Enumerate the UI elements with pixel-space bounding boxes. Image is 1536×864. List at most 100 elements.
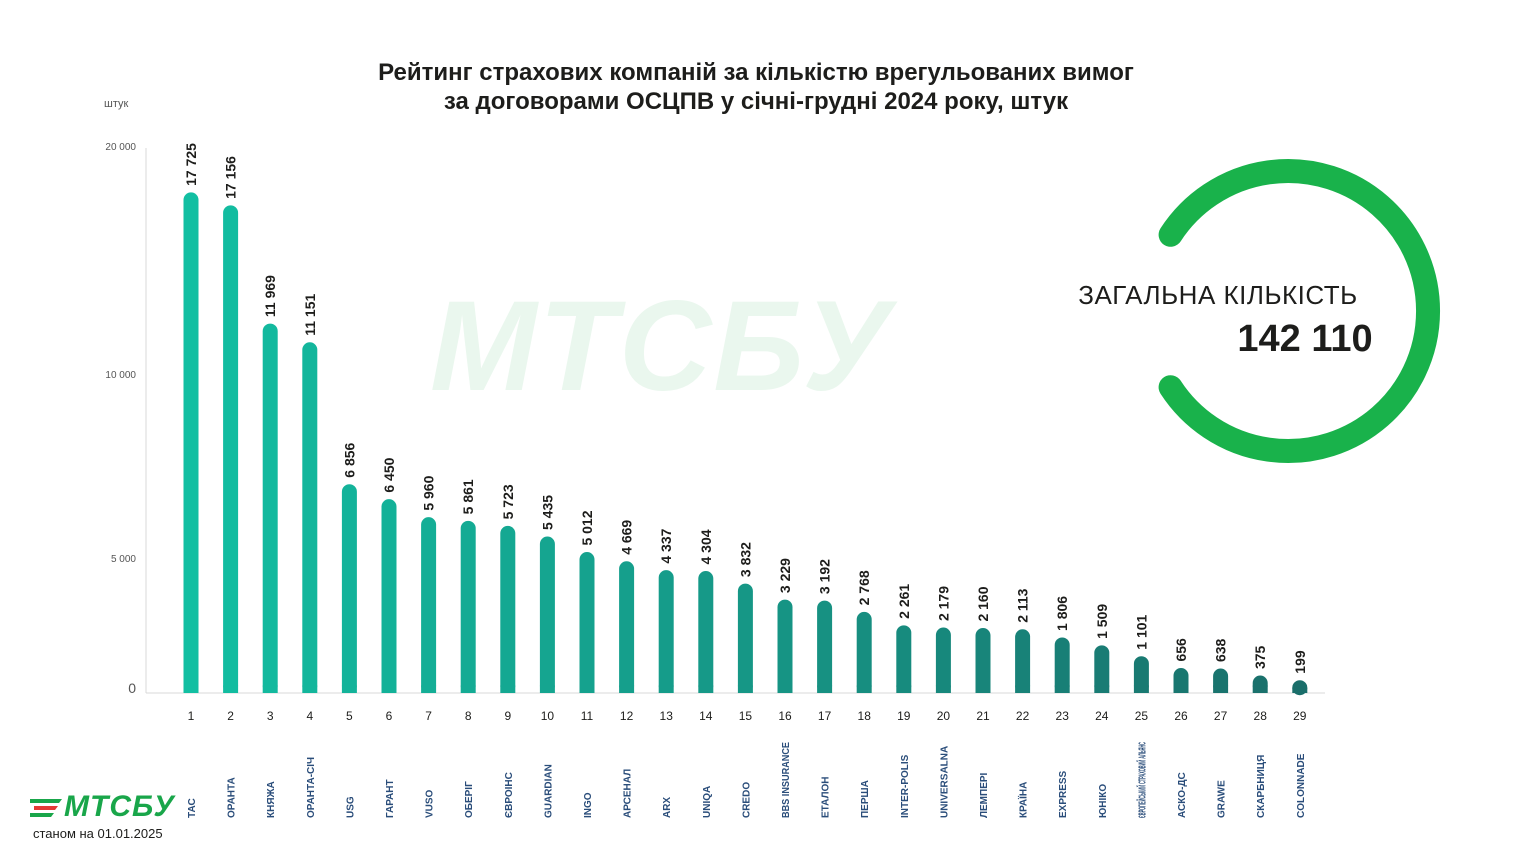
bar-value-label: 2 261 bbox=[896, 584, 912, 619]
rank-label: 23 bbox=[1056, 709, 1070, 723]
bar bbox=[500, 525, 516, 693]
company-name: ЄВРОПЕЙСЬКИЙ СТРАХОВИЙ АЛЬЯНС bbox=[1135, 742, 1148, 818]
y-axis-unit: штук bbox=[104, 98, 129, 110]
bar bbox=[817, 600, 833, 693]
rank-label: 21 bbox=[976, 709, 990, 723]
rank-label: 8 bbox=[465, 709, 472, 723]
bar-base bbox=[1173, 685, 1189, 693]
rank-label: 10 bbox=[541, 709, 555, 723]
y-tick-label: 20 000 bbox=[105, 142, 136, 153]
bar-base bbox=[460, 685, 476, 693]
company-name: ТАС bbox=[187, 798, 198, 818]
bar bbox=[975, 628, 991, 693]
rank-label: 20 bbox=[937, 709, 951, 723]
bar bbox=[1054, 637, 1070, 693]
bar-value-label: 3 192 bbox=[817, 559, 833, 594]
mtsbu-watermark: МТСБУ bbox=[430, 275, 892, 418]
bar-value-label: 4 304 bbox=[698, 529, 714, 564]
logo-text: МТСБУ bbox=[64, 790, 175, 823]
company-name: COLONNADE bbox=[1296, 753, 1307, 818]
bar bbox=[698, 571, 714, 693]
rank-label: 14 bbox=[699, 709, 713, 723]
bar-value-label: 638 bbox=[1213, 638, 1229, 662]
rank-label: 24 bbox=[1095, 709, 1109, 723]
logo-stripes-icon bbox=[30, 799, 62, 818]
rank-label: 25 bbox=[1135, 709, 1149, 723]
as-of-date: станом на 01.01.2025 bbox=[33, 826, 163, 841]
bar bbox=[1133, 656, 1149, 693]
company-name: ПЕРША bbox=[860, 780, 871, 818]
y-tick-label: 0 bbox=[128, 680, 136, 696]
bar-base bbox=[777, 685, 793, 693]
bar-base bbox=[500, 685, 516, 693]
bar bbox=[579, 552, 595, 693]
company-name: GUARDIAN bbox=[543, 764, 554, 818]
bar-value-label: 2 179 bbox=[935, 586, 951, 621]
rank-label: 26 bbox=[1174, 709, 1188, 723]
bar bbox=[302, 342, 318, 693]
bar-value-label: 656 bbox=[1173, 638, 1189, 662]
company-name: ЮНІКО bbox=[1098, 784, 1109, 818]
bar-value-label: 1 509 bbox=[1094, 604, 1110, 639]
bar-base bbox=[619, 685, 635, 693]
bar-value-label: 5 012 bbox=[579, 510, 595, 545]
bar-value-label: 2 113 bbox=[1015, 588, 1031, 622]
company-name: EXPRESS bbox=[1058, 770, 1069, 818]
bar-base bbox=[223, 685, 239, 693]
rank-label: 5 bbox=[346, 709, 353, 723]
bar-value-label: 1 806 bbox=[1054, 596, 1070, 631]
bar bbox=[777, 599, 793, 693]
company-name: ОРАНТА bbox=[227, 777, 238, 818]
bar bbox=[341, 484, 357, 693]
rank-label: 27 bbox=[1214, 709, 1228, 723]
bar bbox=[421, 517, 437, 693]
bar-base bbox=[183, 685, 199, 693]
rank-label: 17 bbox=[818, 709, 832, 723]
bar bbox=[223, 205, 239, 693]
bar bbox=[1094, 645, 1110, 693]
bar-value-label: 4 669 bbox=[619, 520, 635, 555]
company-name: ЛЕМПЕРІ bbox=[979, 772, 990, 818]
bar bbox=[856, 611, 872, 693]
company-name: КРАЇНА bbox=[1017, 782, 1030, 818]
bar bbox=[183, 192, 199, 693]
bar bbox=[935, 627, 951, 693]
bar-value-label: 17 156 bbox=[223, 156, 239, 199]
bar bbox=[658, 570, 674, 693]
bar bbox=[539, 536, 555, 693]
total-value: 142 110 bbox=[1237, 318, 1373, 360]
company-name: ЕТАЛОН bbox=[821, 776, 832, 818]
company-name: ОБЕРІГ bbox=[464, 781, 475, 818]
bar-base bbox=[935, 685, 951, 693]
bar-value-label: 11 151 bbox=[302, 293, 318, 335]
rank-label: 13 bbox=[660, 709, 674, 723]
total-ring-arc bbox=[1158, 159, 1440, 463]
bar-base bbox=[737, 685, 753, 693]
company-name: АРСЕНАЛ bbox=[623, 769, 634, 818]
rank-label: 4 bbox=[306, 709, 313, 723]
rank-label: 18 bbox=[858, 709, 872, 723]
rank-label: 15 bbox=[739, 709, 753, 723]
y-tick-label: 5 000 bbox=[110, 554, 136, 565]
bar-value-label: 4 337 bbox=[658, 528, 674, 563]
company-name: BBS INSURANCE bbox=[781, 742, 792, 818]
rank-label: 22 bbox=[1016, 709, 1030, 723]
bar-base bbox=[817, 685, 833, 693]
bar-base bbox=[1015, 685, 1031, 693]
bar-value-label: 6 450 bbox=[381, 457, 397, 492]
company-name: UNIQA bbox=[702, 786, 713, 818]
bar-value-label: 3 832 bbox=[737, 542, 753, 577]
rank-label: 16 bbox=[778, 709, 792, 723]
bar bbox=[262, 323, 278, 693]
bar-value-label: 17 725 bbox=[183, 143, 199, 186]
company-name: CREDO bbox=[741, 782, 752, 818]
bar-value-label: 375 bbox=[1252, 645, 1268, 669]
bar bbox=[737, 583, 753, 693]
rank-label: 9 bbox=[504, 709, 511, 723]
bar-base bbox=[579, 685, 595, 693]
bar-base bbox=[1133, 685, 1149, 693]
bar-base bbox=[856, 685, 872, 693]
bar bbox=[896, 625, 912, 693]
bar-base bbox=[341, 685, 357, 693]
